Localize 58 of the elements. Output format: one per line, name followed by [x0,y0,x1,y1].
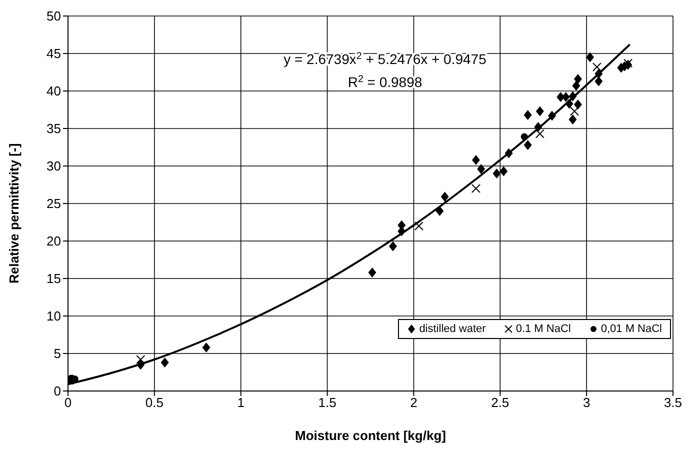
y-tick-label: 35 [46,121,61,136]
point [520,133,528,140]
point [570,106,579,116]
x-tick-label: 0.5 [145,395,164,410]
point [562,92,570,102]
point [136,360,145,370]
point [565,98,574,109]
point [574,74,582,84]
point [535,129,544,138]
point [594,68,603,79]
y-tick-label: 20 [46,234,61,249]
y-tick-label: 50 [46,8,61,24]
point [548,110,556,121]
point [592,62,602,72]
x-axis-title: Moisture content [kg/kg] [295,428,446,443]
y-tick-label: 0 [54,384,61,399]
y-tick-label: 10 [46,308,61,324]
legend-label: distilled water [419,323,486,335]
point [388,241,397,252]
point [572,80,580,91]
point [586,52,594,62]
point [574,100,582,110]
point [414,222,424,230]
y-tick-label: 40 [46,84,61,99]
y-tick-label: 25 [46,196,61,212]
point [524,140,532,150]
point [472,155,480,165]
point [594,76,603,86]
y-tick-label: 15 [46,271,61,286]
point [477,164,486,174]
point [471,184,480,193]
point [568,114,577,124]
point [536,106,544,116]
point [500,166,508,176]
legend-label: 0,01 M NaCl [600,323,662,335]
x-tick-label: 1.5 [318,395,336,410]
legend-label: 0.1 M NaCl [516,323,571,335]
point [492,168,501,178]
point [436,206,444,216]
point [202,342,210,352]
x-tick-label: 3 [582,395,590,410]
point [568,91,577,102]
y-tick-label: 45 [46,46,61,62]
x-tick-label: 0 [64,395,72,410]
point [368,268,376,278]
x-tick-label: 2 [410,395,418,410]
x-tick-label: 2.5 [491,395,510,410]
x-tick-label: 1 [237,395,244,410]
point [524,110,532,120]
point [504,148,513,158]
y-tick-label: 5 [54,346,61,362]
y-axis-title: Relative permittivity [-] [6,143,22,284]
point [534,122,542,132]
point [440,192,449,202]
x-tick-label: 3.5 [664,395,682,410]
point [136,355,146,364]
point [160,358,169,368]
y-tick-label: 30 [46,158,61,174]
